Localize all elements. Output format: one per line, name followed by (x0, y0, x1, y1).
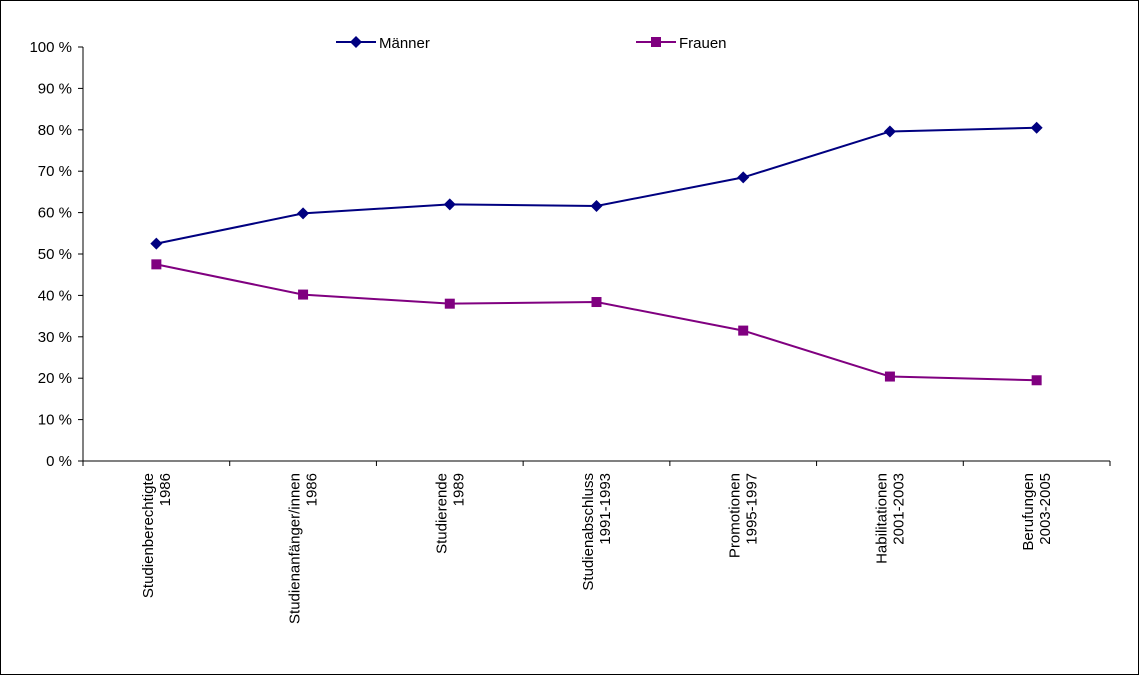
y-tick-label: 90 % (38, 80, 72, 97)
series-frauen (151, 259, 1042, 386)
x-category-label: 1991-1993 (597, 473, 614, 545)
y-tick-label: 70 % (38, 163, 72, 180)
legend-item: Frauen (636, 35, 727, 52)
axes (82, 47, 1110, 462)
y-tick-label: 100 % (29, 39, 72, 56)
y-tick-label: 40 % (38, 287, 72, 304)
x-category-label: Studienanfänger/innen (287, 473, 304, 624)
data-point-square (884, 371, 895, 382)
y-tick-label: 80 % (38, 122, 72, 139)
y-tick-label: 10 % (38, 412, 72, 429)
y-tick-label: 60 % (38, 205, 72, 222)
series-maenner (150, 121, 1043, 250)
x-category-label: Habilitationen (873, 473, 890, 564)
x-category-label: Studienabschluss (580, 473, 597, 591)
y-tick-label: 0 % (46, 453, 72, 470)
y-tick-label: 30 % (38, 329, 72, 346)
x-category-label: 1989 (450, 473, 467, 506)
data-point-diamond (150, 237, 163, 250)
data-point-square (298, 289, 309, 300)
x-category-label: Berufungen (1020, 473, 1037, 551)
data-point-diamond (590, 199, 603, 212)
x-category-label: 1995-1997 (744, 473, 761, 545)
data-point-diamond (297, 207, 310, 220)
x-category-label: Promotionen (727, 473, 744, 558)
data-point-diamond (737, 171, 750, 184)
data-point-square (151, 259, 162, 270)
series-line (156, 263, 1037, 382)
series-line (156, 126, 1037, 245)
x-category-label: Studienberechtigte (140, 473, 157, 598)
legend-item: Männer (336, 35, 430, 52)
data-point-square (1031, 375, 1042, 386)
data-point-diamond (883, 125, 896, 138)
legend: Männer Frauen (336, 35, 727, 52)
legend-marker-diamond (350, 36, 362, 48)
data-point-square (591, 297, 602, 308)
y-tick-label: 20 % (38, 370, 72, 387)
legend-label: Frauen (679, 35, 727, 52)
data-point-square (444, 298, 455, 309)
series-layer (150, 121, 1043, 386)
legend-marker-square (651, 37, 661, 47)
data-point-square (738, 325, 749, 336)
x-category-label: 2001-2003 (890, 473, 907, 545)
y-axis-ticks: 0 % 10 % 20 % 30 % 40 % 50 % 60 % 70 % 80 % 90 % 1… (29, 39, 83, 470)
data-point-diamond (443, 198, 456, 211)
x-category-label: Studierende (433, 473, 450, 554)
data-point-diamond (1030, 121, 1043, 134)
x-category-label: 2003-2005 (1037, 473, 1054, 545)
x-category-label: 1986 (304, 473, 321, 506)
legend-label: Männer (379, 35, 430, 52)
y-tick-label: 50 % (38, 246, 72, 263)
x-category-label: 1986 (157, 473, 174, 506)
x-axis-ticks: Studienberechtigte 1986 Studienanfänger/in… (82, 461, 1111, 624)
